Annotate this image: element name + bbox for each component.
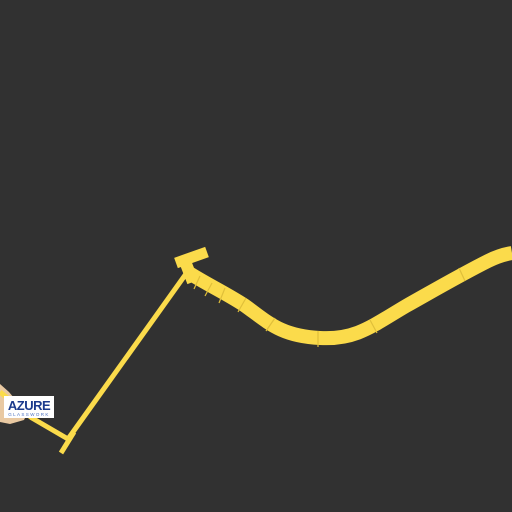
logo-background (4, 396, 54, 418)
logo-tagline: GLASSWORK (8, 412, 50, 417)
route-segment-diagonal[interactable] (65, 269, 191, 441)
route-segment-main[interactable] (182, 246, 512, 346)
azure-glasswork-logo: AZURE GLASSWORK (4, 396, 54, 418)
route-line[interactable] (0, 246, 512, 455)
logo-name: AZURE (8, 398, 51, 413)
route-segment-ticks (193, 267, 466, 347)
